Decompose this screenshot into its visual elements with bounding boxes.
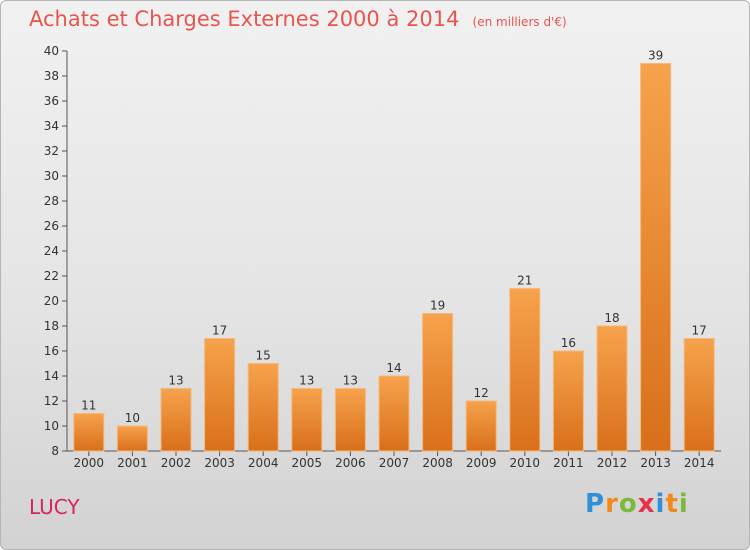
commune-name: LUCY (29, 495, 80, 519)
x-tick-label-2003: 2003 (204, 456, 235, 470)
bar-2011 (552, 350, 584, 452)
x-tick-label-2001: 2001 (117, 456, 148, 470)
y-tick-label: 30 (44, 169, 59, 183)
y-tick-label: 18 (44, 319, 59, 333)
y-tick-label: 40 (44, 44, 59, 58)
data-label-2004: 15 (256, 349, 271, 363)
data-label-2001: 10 (125, 411, 140, 425)
y-tick-label: 26 (44, 219, 59, 233)
x-tick-label-2005: 2005 (292, 456, 323, 470)
data-label-2003: 17 (212, 324, 227, 338)
x-tick-label-2009: 2009 (466, 456, 497, 470)
data-label-2008: 19 (430, 299, 445, 313)
x-tick-label-2008: 2008 (422, 456, 453, 470)
chart-subtitle: (en milliers d'€) (472, 15, 567, 29)
y-tick-label: 14 (44, 369, 59, 383)
bars (73, 63, 715, 452)
x-tick-label-2011: 2011 (553, 456, 584, 470)
bar-2007 (378, 375, 410, 452)
y-tick-label: 22 (44, 269, 59, 283)
chart-header: Achats et Charges Externes 2000 à 2014 (… (29, 7, 567, 31)
data-label-2006: 13 (343, 374, 358, 388)
y-tick-label: 16 (44, 344, 59, 358)
y-tick-label: 12 (44, 394, 59, 408)
data-labels: 11 10 13 17 15 13 13 14 19 12 21 16 18 39 17 (81, 49, 707, 426)
x-tick-label-2004: 2004 (248, 456, 279, 470)
x-tick-label-2010: 2010 (510, 456, 541, 470)
x-tick-label-2007: 2007 (379, 456, 410, 470)
bar-2009 (465, 400, 497, 452)
data-label-2002: 13 (168, 374, 183, 388)
x-tick-label-2002: 2002 (161, 456, 192, 470)
bar-2013 (640, 63, 672, 452)
chart-title: Achats et Charges Externes 2000 à 2014 (29, 7, 460, 31)
y-tick-label: 8 (51, 444, 59, 458)
proxiti-logo: Proxiti (585, 489, 689, 519)
data-label-2000: 11 (81, 399, 96, 413)
bar-2014 (683, 338, 715, 452)
data-label-2009: 12 (474, 386, 489, 400)
x-tick-label-2000: 2000 (74, 456, 105, 470)
bar-2005 (291, 388, 323, 452)
y-tick-label: 34 (44, 119, 59, 133)
bar-2006 (334, 388, 366, 452)
bar-2003 (204, 338, 236, 452)
bar-2010 (509, 288, 541, 452)
y-tick-label: 38 (44, 69, 59, 83)
bar-2000 (73, 413, 105, 452)
bar-2002 (160, 388, 192, 452)
data-label-2012: 18 (604, 311, 619, 325)
bar-2004 (247, 363, 279, 452)
bar-2012 (596, 325, 628, 452)
bar-2008 (422, 313, 454, 452)
y-tick-label: 32 (44, 144, 59, 158)
data-label-2010: 21 (517, 274, 532, 288)
y-tick-label: 24 (44, 244, 59, 258)
data-label-2005: 13 (299, 374, 314, 388)
data-label-2011: 16 (561, 336, 576, 350)
x-tick-label-2012: 2012 (597, 456, 628, 470)
axes: 8 10 12 14 16 18 20 22 24 26 28 30 32 34 36 38 40 2000 200… (44, 44, 721, 470)
y-tick-label: 20 (44, 294, 59, 308)
data-label-2014: 17 (692, 324, 707, 338)
y-tick-label: 28 (44, 194, 59, 208)
data-label-2013: 39 (648, 49, 663, 63)
data-label-2007: 14 (386, 361, 401, 375)
x-tick-label-2014: 2014 (684, 456, 715, 470)
y-tick-label: 36 (44, 94, 59, 108)
x-tick-label-2013: 2013 (640, 456, 671, 470)
y-tick-label: 10 (44, 419, 59, 433)
x-tick-label-2006: 2006 (335, 456, 366, 470)
bar-2001 (116, 425, 148, 452)
